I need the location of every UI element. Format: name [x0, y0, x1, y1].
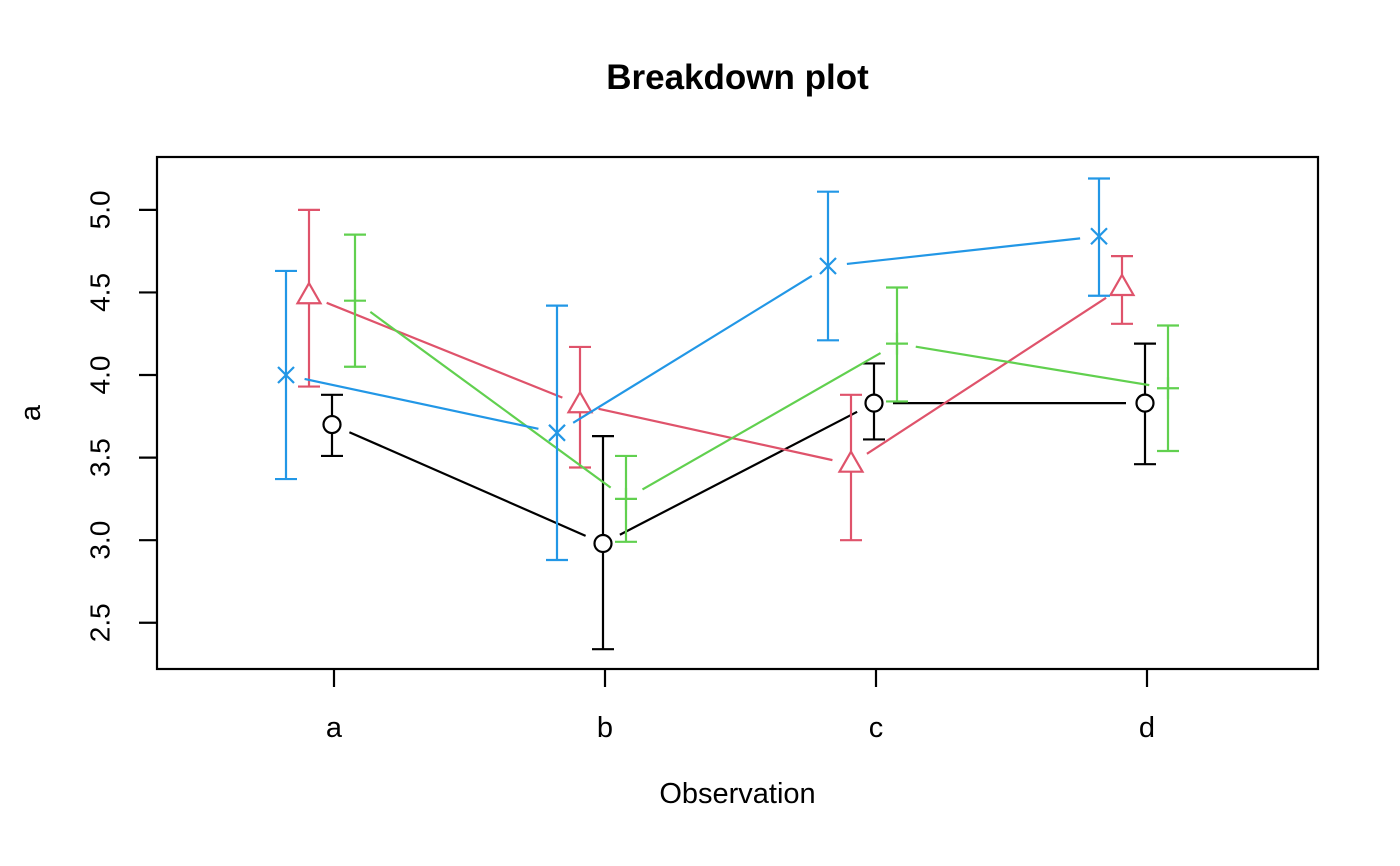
x-axis-label: Observation — [659, 778, 816, 810]
y-tick-label: 3.0 — [84, 521, 115, 560]
marker-triangle — [837, 449, 865, 473]
marker-x — [277, 366, 295, 384]
series-line-segment — [619, 410, 858, 536]
series-line-segment — [846, 237, 1081, 266]
marker-x — [548, 424, 566, 442]
marker-x — [819, 257, 837, 275]
chart-title: Breakdown plot — [606, 58, 869, 97]
series-line-segment — [304, 377, 539, 430]
plot-border — [155, 155, 1320, 671]
x-tick-label: d — [1139, 712, 1155, 744]
marker-circle — [593, 533, 613, 554]
series-line-segment — [348, 431, 587, 537]
marker-triangle — [566, 390, 594, 414]
series-line-segment — [641, 352, 882, 491]
x-tick-label: b — [597, 712, 613, 744]
series-line-segment — [572, 275, 813, 424]
marker-circle — [322, 414, 342, 435]
series-line-segment — [326, 301, 563, 399]
series-line-segment — [598, 407, 833, 462]
y-axis-label: a — [15, 404, 47, 422]
y-tick-label: 3.5 — [84, 438, 115, 477]
marker-x — [1090, 227, 1108, 246]
y-tick-label: 2.5 — [84, 603, 115, 642]
y-tick-label: 4.5 — [84, 273, 115, 312]
marker-triangle — [295, 281, 323, 305]
series-line-segment — [369, 311, 612, 489]
x-tick-label: a — [326, 712, 343, 744]
y-tick-label: 5.0 — [84, 190, 115, 229]
marker-triangle — [1108, 272, 1136, 297]
x-tick-label: c — [869, 712, 884, 744]
marker-circle — [1135, 393, 1155, 413]
y-tick-label: 4.0 — [84, 356, 115, 395]
series-line-segment — [915, 345, 1150, 387]
marker-circle — [864, 393, 884, 413]
series-line-segment — [866, 296, 1107, 455]
